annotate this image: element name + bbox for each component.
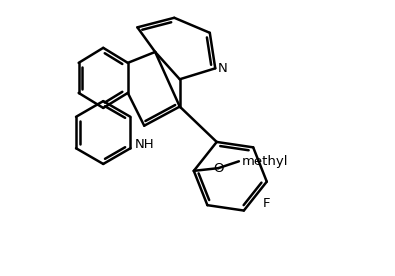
Text: F: F xyxy=(263,197,271,210)
Text: methyl: methyl xyxy=(242,155,288,168)
Text: O: O xyxy=(213,162,224,175)
Text: NH: NH xyxy=(134,138,154,151)
Text: N: N xyxy=(217,62,227,75)
